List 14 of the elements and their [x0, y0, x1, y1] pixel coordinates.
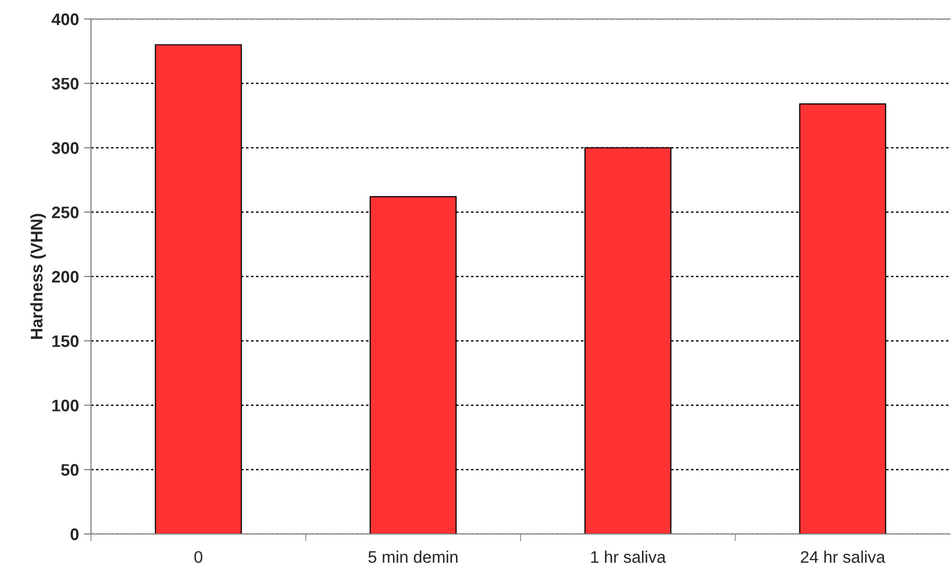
- y-tick-label: 50: [61, 464, 79, 476]
- y-tick-label: 250: [52, 206, 79, 218]
- y-tick-label: 150: [52, 335, 79, 348]
- x-tick-label: 0: [194, 551, 202, 563]
- y-tick-label: 300: [52, 142, 79, 154]
- y-tick-label: 0: [70, 528, 79, 540]
- y-tick-label: 350: [52, 78, 79, 90]
- x-tick-label: 5 min demin: [368, 550, 458, 563]
- y-tick-label: 100: [52, 400, 79, 412]
- y-tick-label: 200: [52, 270, 79, 283]
- x-tick-label: 1 hr saliva: [591, 550, 666, 563]
- y-axis-title: Hardness (VHN): [30, 214, 46, 339]
- x-tick-label: 24 hr saliva: [800, 550, 886, 563]
- y-tick-label: 400: [52, 13, 79, 26]
